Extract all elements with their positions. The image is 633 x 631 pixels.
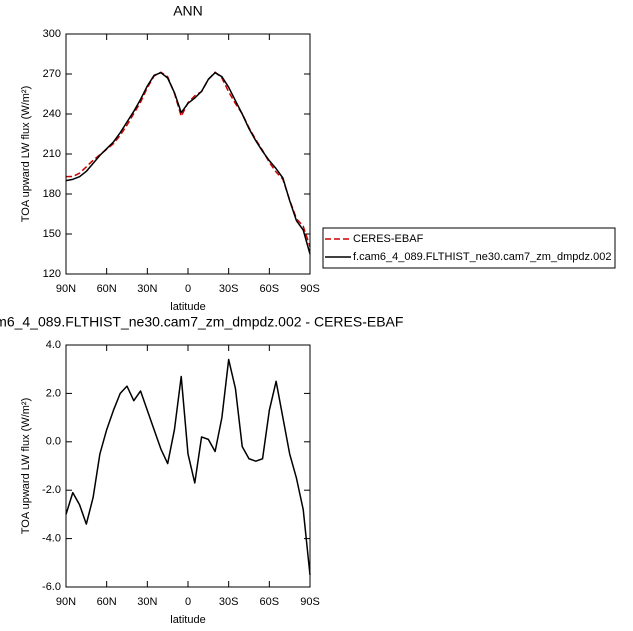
chart-title: ANN bbox=[173, 3, 203, 19]
x-tick-label: 30N bbox=[137, 596, 157, 608]
y-tick-label: -2.0 bbox=[42, 484, 61, 496]
plot-frame bbox=[65, 344, 311, 588]
x-tick-label: 60N bbox=[97, 596, 117, 608]
y-tick-label: 0.0 bbox=[46, 436, 61, 448]
x-tick-label: 90N bbox=[56, 596, 76, 608]
x-axis-label: latitude bbox=[170, 614, 205, 626]
x-tick-label: 60S bbox=[260, 596, 280, 608]
y-tick-label: 2.0 bbox=[46, 387, 61, 399]
x-tick-label: 30N bbox=[137, 283, 157, 295]
y-tick-label: 120 bbox=[43, 268, 61, 280]
x-tick-label: 90S bbox=[300, 283, 320, 295]
y-axis-label: TOA upward LW flux (W/m²) bbox=[20, 398, 32, 535]
x-tick-label: 0 bbox=[185, 283, 191, 295]
x-tick-label: 0 bbox=[185, 596, 191, 608]
y-tick-label: -4.0 bbox=[42, 533, 61, 545]
x-tick-label: 60N bbox=[97, 283, 117, 295]
y-tick-label: 180 bbox=[43, 188, 61, 200]
series-line bbox=[65, 358, 311, 575]
chart-title: f.cam6_4_089.FLTHIST_ne30.cam7_zm_dmpdz.… bbox=[0, 314, 403, 330]
x-tick-label: 90S bbox=[300, 596, 320, 608]
y-tick-label: 4.0 bbox=[46, 339, 61, 351]
y-tick-label: -6.0 bbox=[42, 581, 61, 593]
y-tick-label: 270 bbox=[43, 68, 61, 80]
x-tick-label: 60S bbox=[260, 283, 280, 295]
x-tick-label: 30S bbox=[219, 283, 239, 295]
legend-label: CERES-EBAF bbox=[353, 233, 424, 245]
x-axis-label: latitude bbox=[170, 301, 205, 313]
y-tick-label: 300 bbox=[43, 28, 61, 40]
series-line bbox=[65, 71, 311, 255]
y-tick-label: 240 bbox=[43, 108, 61, 120]
legend-box bbox=[322, 227, 616, 269]
x-tick-label: 90N bbox=[56, 283, 76, 295]
series-line bbox=[65, 71, 311, 247]
y-axis-label: TOA upward LW flux (W/m²) bbox=[20, 86, 32, 223]
x-tick-label: 30S bbox=[219, 596, 239, 608]
legend-label: f.cam6_4_089.FLTHIST_ne30.cam7_zm_dmpdz.… bbox=[353, 251, 611, 263]
y-tick-label: 210 bbox=[43, 148, 61, 160]
plot-frame bbox=[65, 33, 311, 275]
y-tick-label: 150 bbox=[43, 228, 61, 240]
